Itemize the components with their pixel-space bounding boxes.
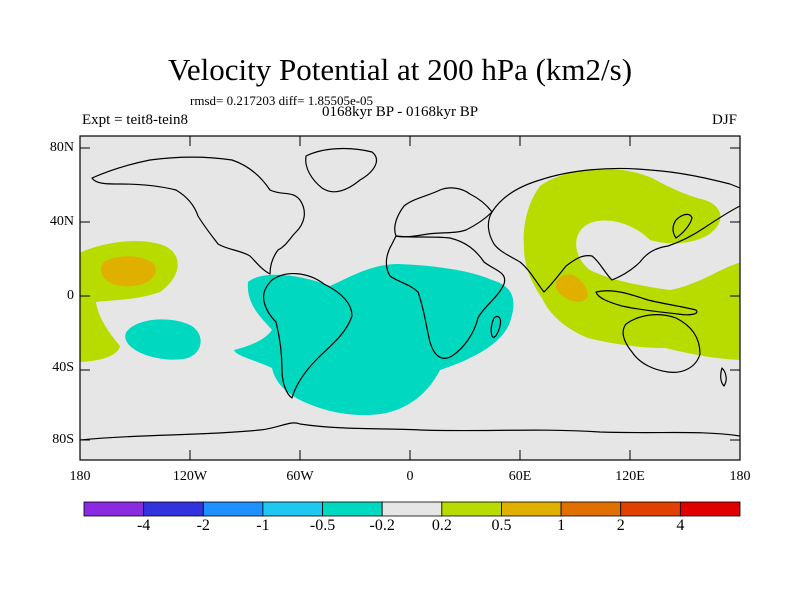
coastline-greenland <box>305 147 377 193</box>
colorbar-swatch <box>620 501 681 517</box>
colorbar-label: 0.2 <box>431 517 452 534</box>
colorbar-label: 4 <box>676 517 685 534</box>
season-label: DJF <box>712 112 738 128</box>
lon-tick-label: 0 <box>406 469 414 484</box>
colorbar-label: -0.5 <box>309 517 336 534</box>
coastline-indonesia <box>595 290 698 316</box>
lat-tick-label: 80N <box>49 140 74 155</box>
colorbar-label: -2 <box>196 517 210 534</box>
lon-tick-label: 60E <box>508 469 532 484</box>
colorbar-swatch <box>83 501 145 517</box>
lon-tick-label: 180 <box>729 469 751 484</box>
lat-tick-label: 40N <box>49 214 74 229</box>
coastline-asia <box>487 167 740 293</box>
coastline-africa <box>385 235 506 359</box>
coastlines <box>80 147 740 441</box>
coastline-south-america <box>263 273 353 399</box>
colorbar-label: -4 <box>136 517 151 534</box>
strong-positive-core-pacific <box>100 256 156 287</box>
lat-tick-label: 0 <box>67 288 74 303</box>
lon-tick-label: 180 <box>69 469 91 484</box>
colorbar-label: 2 <box>616 517 625 534</box>
lat-tick-label: 40S <box>52 360 74 375</box>
coastline-japan <box>672 213 693 239</box>
period-label: 0168kyr BP - 0168kyr BP <box>322 104 479 120</box>
negative-anomaly-region-atlantic <box>234 264 514 416</box>
colorbar-label: -0.2 <box>369 517 395 534</box>
colorbar-swatch <box>679 501 741 517</box>
colorbar-swatch <box>202 501 264 517</box>
lon-tick-label: 60W <box>286 469 314 484</box>
colorbar-label: 0.5 <box>491 517 512 534</box>
colorbar-swatch <box>560 501 622 517</box>
colorbar-swatch <box>501 501 562 517</box>
colorbar-label: -1 <box>256 517 270 534</box>
experiment-label: Expt = teit8-tein8 <box>82 112 188 128</box>
colorbar <box>83 501 741 517</box>
coastline-madagascar <box>490 315 502 338</box>
colorbar-swatch <box>441 501 502 517</box>
colorbar-label: 1 <box>557 517 566 534</box>
coastline-new-zealand <box>720 367 727 387</box>
stats-line: rmsd= 0.217203 diff= 1.85505e-05 <box>190 93 374 108</box>
colorbar-swatch <box>143 501 204 517</box>
coastline-antarctica <box>80 422 740 441</box>
coastline-europe <box>394 187 493 238</box>
colorbar-swatch <box>262 501 323 517</box>
coastline-north-america <box>91 156 305 275</box>
colorbar-swatch <box>322 501 383 517</box>
colorbar-swatch <box>381 501 443 517</box>
coastline-australia <box>622 314 701 373</box>
positive-anomaly-region-asia <box>523 168 740 360</box>
lon-tick-label: 120E <box>615 469 645 484</box>
strong-positive-core-indian-ocean <box>556 274 588 302</box>
axis-ticks <box>80 136 740 460</box>
lat-tick-label: 80S <box>52 432 74 447</box>
negative-anomaly-region-pacific <box>125 319 201 360</box>
lon-tick-label: 120W <box>172 469 208 484</box>
map-title: Velocity Potential at 200 hPa (km2/s) <box>167 52 633 87</box>
